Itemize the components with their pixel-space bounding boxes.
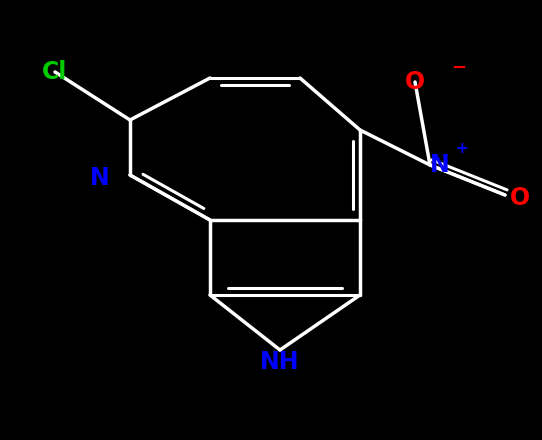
Text: N: N (91, 166, 110, 190)
Text: +: + (455, 140, 468, 155)
Text: O: O (510, 186, 530, 210)
Text: Cl: Cl (42, 60, 68, 84)
Text: N: N (430, 153, 450, 177)
Text: O: O (405, 70, 425, 94)
Text: −: − (451, 59, 466, 77)
Text: NH: NH (260, 350, 300, 374)
